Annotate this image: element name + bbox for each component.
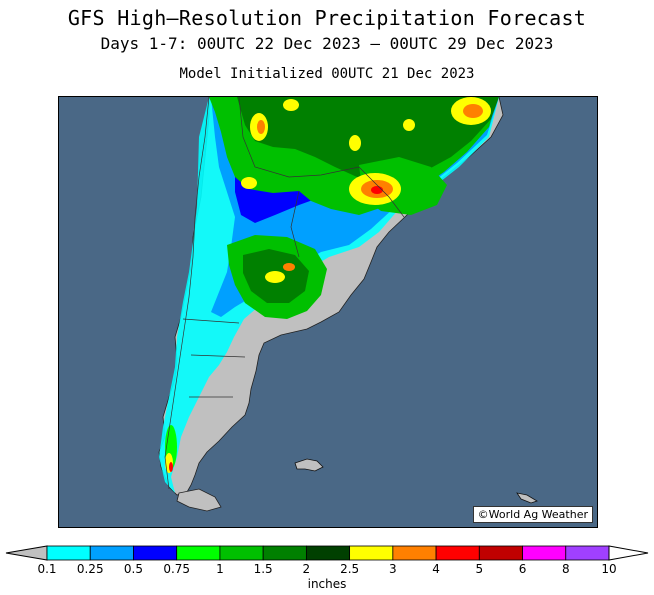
legend-endcap-low bbox=[5, 545, 48, 561]
legend-swatch bbox=[349, 545, 394, 561]
legend-tick-label: 2 bbox=[302, 562, 311, 576]
tierra-del-fuego bbox=[176, 488, 222, 512]
legend-swatch bbox=[565, 545, 610, 561]
legend-tick-label: 1 bbox=[216, 562, 224, 576]
legend-tick-label: 5 bbox=[475, 562, 484, 576]
legend-swatch bbox=[392, 545, 437, 561]
legend-swatch bbox=[89, 545, 134, 561]
legend-swatch bbox=[262, 545, 307, 561]
legend-tick-label: 10 bbox=[601, 562, 617, 576]
map-canvas bbox=[158, 97, 538, 512]
legend-tick-label: 0.1 bbox=[37, 562, 57, 576]
precipitation-shading bbox=[159, 97, 499, 493]
legend-tick-label: 0.25 bbox=[76, 562, 104, 576]
political-borders bbox=[164, 97, 405, 490]
legend-tick-label: 6 bbox=[518, 562, 527, 576]
south-georgia bbox=[516, 492, 538, 504]
legend-tick-label: 0.5 bbox=[123, 562, 143, 576]
map-title: GFS High—Resolution Precipitation Foreca… bbox=[67, 6, 587, 30]
legend-tick-label: 3 bbox=[389, 562, 397, 576]
legend-tick-label: 1.5 bbox=[253, 562, 273, 576]
legend-swatch bbox=[478, 545, 523, 561]
legend-swatch bbox=[305, 545, 351, 561]
precipitation-map: ©World Ag Weather bbox=[58, 96, 598, 528]
legend-swatch bbox=[133, 545, 178, 561]
legend-swatch bbox=[219, 545, 264, 561]
legend-endcap-high bbox=[608, 545, 649, 561]
legend-swatch bbox=[176, 545, 221, 561]
legend-swatch bbox=[46, 545, 91, 561]
legend-swatch bbox=[522, 545, 567, 561]
legend-tick-label: 0.75 bbox=[163, 562, 191, 576]
legend-tick-label: 4 bbox=[432, 562, 440, 576]
legend-tick-label: 8 bbox=[561, 562, 570, 576]
model-initialized: Model Initialized 00UTC 21 Dec 2023 bbox=[179, 66, 475, 82]
legend-tick-label: 2.5 bbox=[340, 562, 360, 576]
forecast-period: Days 1-7: 00UTC 22 Dec 2023 — 00UTC 29 D… bbox=[100, 34, 554, 53]
legend-units: inches bbox=[307, 577, 347, 591]
legend-swatch bbox=[435, 545, 480, 561]
color-legend bbox=[5, 545, 649, 561]
map-credit: ©World Ag Weather bbox=[472, 506, 593, 523]
falkland-islands bbox=[294, 458, 324, 472]
heavy-precip-spots bbox=[165, 97, 491, 473]
